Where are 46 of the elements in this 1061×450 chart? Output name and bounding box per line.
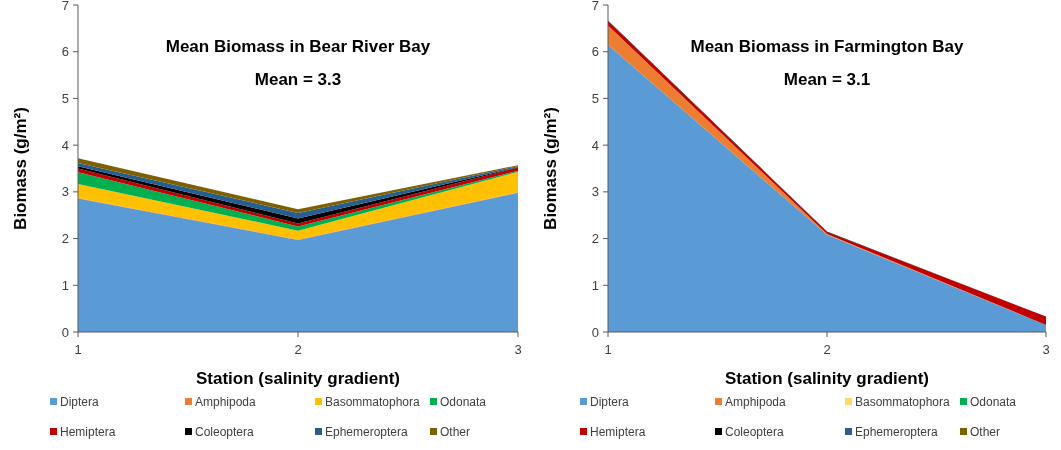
y-tick-label: 0 <box>61 324 69 340</box>
y-tick-label: 4 <box>591 137 599 153</box>
legend-label: Coleoptera <box>725 425 785 440</box>
x-tick-label: 3 <box>1042 342 1050 357</box>
y-tick-label: 6 <box>591 44 599 60</box>
y-tick-label: 5 <box>591 90 599 106</box>
text: Mean Biomass in Bear River Bay <box>165 37 431 56</box>
x-axis-title: Station (salinity gradient) <box>724 369 930 388</box>
y-axis-title: Biomass (g/m²) <box>541 107 560 230</box>
y-tick-label: 2 <box>591 231 599 247</box>
x-axis-title: Station (salinity gradient) <box>195 369 401 388</box>
legend-label: Other <box>440 425 471 440</box>
x-tick-label: 1 <box>74 342 82 357</box>
y-tick-label: 2 <box>61 231 69 247</box>
legend-label: Hemiptera <box>590 425 646 440</box>
y-tick-label: 0 <box>591 324 599 340</box>
y-tick-label: 1 <box>591 277 599 293</box>
x-tick-label: 2 <box>294 342 302 357</box>
legend-label: Basommatophora <box>325 395 421 410</box>
legend-label: Odonata <box>440 395 487 410</box>
y-tick-label: 6 <box>61 44 69 60</box>
legend-label: Ephemeroptera <box>325 425 409 440</box>
y-tick-label: 3 <box>591 184 599 200</box>
x-tick-label: 1 <box>604 342 612 357</box>
legend-label: Diptera <box>590 395 630 410</box>
text: Mean Biomass in Farmington Bay <box>690 37 965 56</box>
legend-label: Diptera <box>60 395 100 410</box>
y-tick-label: 1 <box>61 277 69 293</box>
legend-label: Basommatophora <box>855 395 951 410</box>
y-tick-label: 7 <box>591 0 599 13</box>
text: Mean = 3.1 <box>783 70 871 89</box>
x-tick-label: 2 <box>823 342 831 357</box>
y-tick-label: 7 <box>61 0 69 13</box>
legend-label: Coleoptera <box>195 425 255 440</box>
y-axis-title: Biomass (g/m²) <box>11 107 30 230</box>
legend-label: Ephemeroptera <box>855 425 939 440</box>
legend-label: Amphipoda <box>725 395 787 410</box>
legend-label: Odonata <box>970 395 1017 410</box>
y-tick-label: 5 <box>61 90 69 106</box>
y-tick-label: 3 <box>61 184 69 200</box>
x-tick-label: 3 <box>514 342 522 357</box>
y-tick-label: 4 <box>61 137 69 153</box>
legend-label: Amphipoda <box>195 395 257 410</box>
legend-label: Other <box>970 425 1001 440</box>
legend-label: Hemiptera <box>60 425 116 440</box>
text: Mean = 3.3 <box>254 70 342 89</box>
